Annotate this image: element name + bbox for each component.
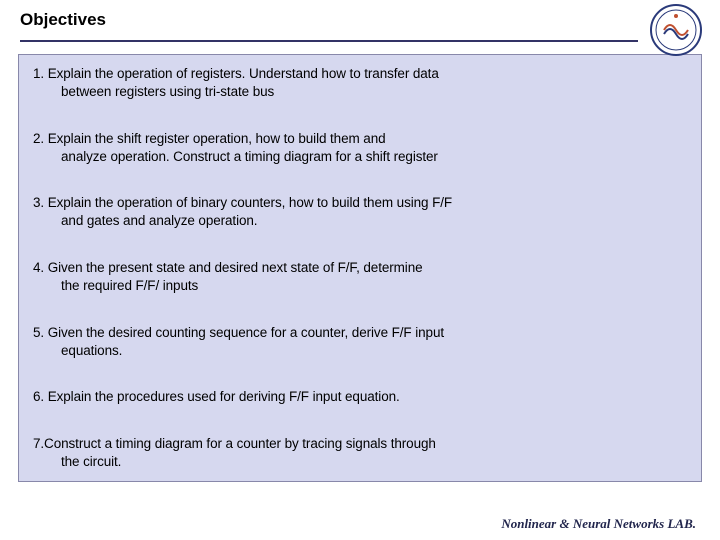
objective-text-line: 7.Construct a timing diagram for a count… bbox=[33, 435, 687, 453]
slide-title: Objectives bbox=[20, 10, 720, 30]
objective-text-line: 2. Explain the shift register operation,… bbox=[33, 130, 687, 148]
objectives-panel: 1. Explain the operation of registers. U… bbox=[18, 54, 702, 482]
objective-text-line: 4. Given the present state and desired n… bbox=[33, 259, 687, 277]
objective-text-line: the circuit. bbox=[33, 453, 687, 471]
objective-3: 3. Explain the operation of binary count… bbox=[33, 194, 687, 230]
header-underline bbox=[20, 40, 638, 42]
objective-6: 6. Explain the procedures used for deriv… bbox=[33, 388, 687, 406]
objective-5: 5. Given the desired counting sequence f… bbox=[33, 324, 687, 360]
objective-2: 2. Explain the shift register operation,… bbox=[33, 130, 687, 166]
objective-text-line: analyze operation. Construct a timing di… bbox=[33, 148, 687, 166]
university-logo-icon bbox=[650, 4, 702, 56]
objective-text-line: equations. bbox=[33, 342, 687, 360]
objective-text-line: and gates and analyze operation. bbox=[33, 212, 687, 230]
objective-text-line: 1. Explain the operation of registers. U… bbox=[33, 65, 687, 83]
objective-7: 7.Construct a timing diagram for a count… bbox=[33, 435, 687, 471]
objective-1: 1. Explain the operation of registers. U… bbox=[33, 65, 687, 101]
objective-text-line: between registers using tri-state bus bbox=[33, 83, 687, 101]
slide-header: Objectives bbox=[0, 0, 720, 48]
objective-4: 4. Given the present state and desired n… bbox=[33, 259, 687, 295]
objective-text-line: 5. Given the desired counting sequence f… bbox=[33, 324, 687, 342]
objective-text-line: 6. Explain the procedures used for deriv… bbox=[33, 388, 687, 406]
footer-lab-name: Nonlinear & Neural Networks LAB. bbox=[501, 516, 696, 532]
objective-text-line: the required F/F/ inputs bbox=[33, 277, 687, 295]
objective-text-line: 3. Explain the operation of binary count… bbox=[33, 194, 687, 212]
